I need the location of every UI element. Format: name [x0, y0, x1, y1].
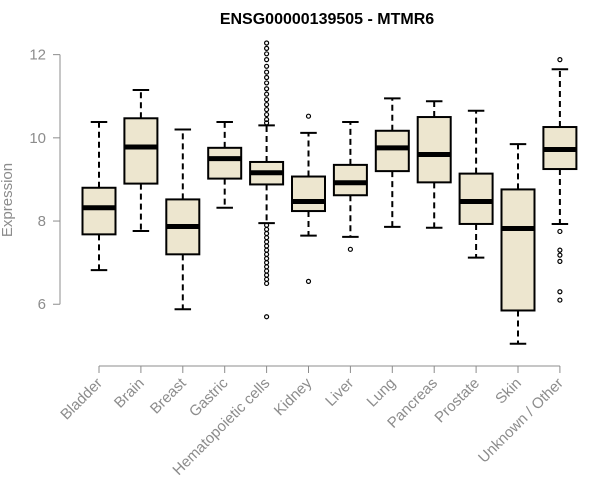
box-kidney — [291, 113, 326, 284]
box-iqr — [416, 116, 452, 184]
outlier-point — [264, 260, 270, 266]
y-tick-label-6: 6 — [38, 296, 46, 313]
outlier-point — [557, 57, 563, 63]
box-iqr — [332, 163, 368, 197]
box-lung — [374, 97, 410, 228]
outlier-point — [264, 280, 270, 287]
box-brain — [123, 89, 159, 233]
box-iqr — [291, 175, 326, 213]
outlier-point — [264, 243, 270, 249]
x-tick-label: Bladder — [57, 375, 106, 424]
outlier-point — [264, 51, 270, 57]
y-axis: 6 8 10 12 — [29, 47, 61, 313]
box-liver — [332, 121, 368, 252]
outlier-point — [557, 228, 563, 235]
outlier-point — [264, 40, 270, 46]
x-tick-label: Prostate — [431, 375, 483, 427]
box-iqr — [374, 129, 410, 173]
outlier-point — [264, 86, 270, 92]
outlier-point — [264, 264, 270, 270]
outlier-point — [264, 272, 270, 278]
outlier-point — [305, 278, 312, 284]
outlier-point — [557, 252, 563, 258]
chart-title: ENSG00000139505 - MTMR6 — [220, 11, 434, 28]
x-tick-label: Liver — [322, 375, 357, 410]
x-tick-label: Kidney — [271, 374, 316, 419]
x-tick-label: Skin — [492, 375, 525, 408]
outlier-point — [264, 106, 270, 113]
x-tick-label: Lung — [364, 375, 400, 411]
outlier-point — [557, 297, 563, 303]
x-tick-label: Brain — [111, 375, 148, 412]
box-unknown-other — [542, 57, 578, 303]
box-iqr — [458, 172, 494, 225]
outlier-point — [264, 247, 270, 253]
outlier-point — [264, 230, 270, 237]
outlier-point — [264, 91, 270, 97]
outlier-point — [264, 96, 270, 103]
box-iqr — [207, 146, 243, 180]
box-breast — [165, 128, 201, 311]
box-skin — [500, 143, 536, 345]
outlier-point — [347, 246, 353, 252]
y-tick-label-10: 10 — [29, 130, 46, 147]
outlier-point — [264, 251, 270, 257]
outlier-point — [264, 255, 270, 262]
y-axis-label: Expression — [0, 163, 16, 237]
outlier-point — [264, 276, 270, 282]
outlier-point — [264, 235, 270, 241]
x-tick-label: Breast — [147, 374, 190, 417]
outlier-point — [264, 69, 270, 75]
y-tick-label-8: 8 — [38, 213, 46, 230]
box-iqr — [81, 186, 117, 236]
outlier-point — [264, 45, 270, 52]
box-prostate — [458, 109, 494, 259]
outlier-point — [264, 239, 270, 245]
outlier-point — [264, 101, 270, 108]
box-bladder — [81, 121, 117, 272]
box-gastric — [207, 121, 243, 209]
outlier-point — [557, 247, 563, 253]
box-iqr — [123, 117, 159, 185]
outlier-point — [264, 111, 270, 118]
box-pancreas — [416, 100, 452, 229]
outlier-point — [264, 120, 270, 126]
outlier-point — [264, 63, 270, 69]
outlier-point — [264, 57, 270, 63]
outlier-point — [264, 314, 270, 320]
box-iqr — [500, 188, 536, 312]
outlier-point — [264, 268, 270, 274]
boxes-group — [81, 40, 578, 345]
outlier-point — [557, 258, 563, 264]
outlier-point — [264, 80, 270, 86]
box-hematopoietic-cells — [249, 40, 285, 320]
outlier-point — [264, 226, 270, 232]
outlier-point — [305, 113, 312, 119]
outlier-point — [264, 74, 270, 81]
y-tick-label-12: 12 — [29, 47, 46, 64]
outlier-point — [264, 116, 270, 123]
outlier-point — [557, 289, 563, 295]
